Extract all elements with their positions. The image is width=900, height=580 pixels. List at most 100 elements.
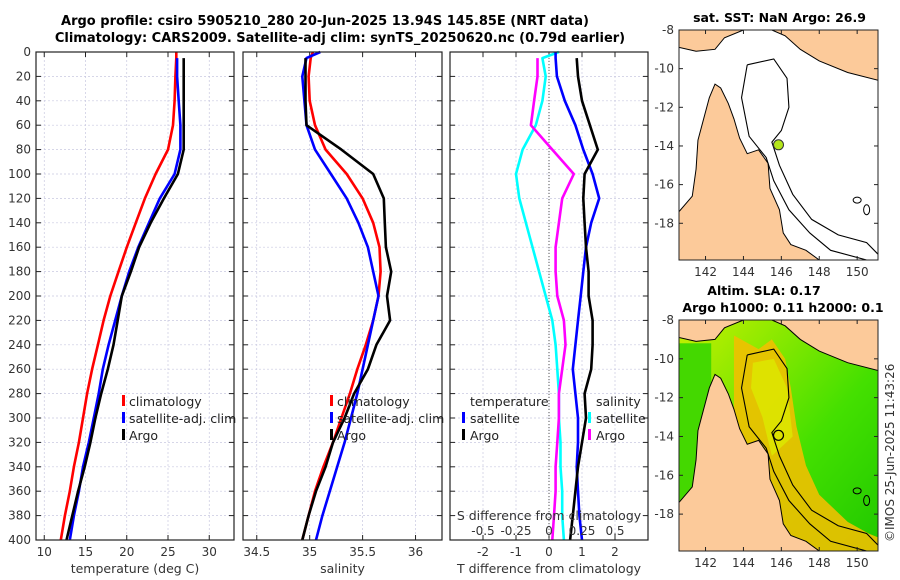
lat-tick-label: -10 [654, 62, 674, 76]
lat-tick-label: -18 [654, 507, 674, 521]
lon-tick-label: 146 [770, 556, 793, 570]
x-tick-label: -2 [477, 545, 489, 559]
series-line-temperature-argo [529, 58, 576, 541]
legend-label: satellite [596, 411, 646, 426]
lat-tick-label: -18 [654, 216, 674, 230]
y-tick-label: 360 [8, 484, 31, 498]
island [863, 495, 871, 507]
x-tick-label: 2 [611, 545, 619, 559]
legend-label: Argo [337, 428, 366, 443]
series-line-argo [65, 58, 185, 541]
figure-title-line2: Climatology: CARS2009. Satellite-adj cli… [54, 31, 626, 46]
x-tick-label: 0 [545, 545, 553, 559]
y-tick-label: 160 [8, 240, 31, 254]
lon-tick-label: 148 [808, 556, 831, 570]
land-png [679, 320, 878, 371]
bathymetry-contour [740, 64, 867, 260]
axes-frame [449, 51, 649, 541]
sla-map-panel: 142 144 146 148 150 -8 -10 -12 -14 -16 -18 Altim. S… [654, 283, 883, 570]
axes-frame [35, 51, 235, 541]
bathymetry-contour [747, 58, 878, 255]
lon-tick-label: 150 [846, 556, 869, 570]
y-tick-label: 20 [16, 69, 31, 83]
s-tick-label: 0 [545, 524, 553, 538]
lat-tick-label: -14 [654, 429, 674, 443]
map-title: sat. SST: NaN Argo: 26.9 [693, 10, 866, 25]
y-tick-label: 80 [16, 143, 31, 157]
y-tick-label: 100 [8, 167, 31, 181]
lat-tick-label: -12 [654, 100, 674, 114]
y-tick-label: 140 [8, 216, 31, 230]
y-tick-label: 280 [8, 387, 31, 401]
y-tick-label: 40 [16, 94, 31, 108]
map-frame [678, 29, 879, 261]
x-axis-label: T difference from climatology [456, 561, 642, 576]
lat-tick-label: -14 [654, 139, 674, 153]
lon-tick-label: 146 [770, 265, 793, 279]
y-tick-label: 200 [8, 289, 31, 303]
legend-header-salinity: salinity [596, 394, 641, 409]
lat-tick-label: -10 [654, 352, 674, 366]
legend-swatch [330, 429, 333, 440]
x-tick-label: 30 [202, 545, 217, 559]
legend-label: Argo [470, 428, 499, 443]
salinity-profile-panel: 34.5 35 35.5 36 salinity climatology satellite… [242, 50, 444, 576]
y-tick-label: 60 [16, 118, 31, 132]
y-tick-label: 220 [8, 313, 31, 327]
land-australia [679, 373, 821, 551]
series-line-climatology [59, 52, 178, 541]
lon-tick-label: 142 [694, 556, 717, 570]
legend-label: satellite-adj. clim [337, 411, 444, 426]
legend-label: climatology [129, 394, 202, 409]
map-title-line2: Argo h1000: 0.11 h2000: 0.1 [682, 300, 883, 315]
x-tick-label: 34.5 [243, 545, 270, 559]
bathymetry-contour [740, 354, 867, 551]
axes-frame [242, 51, 443, 541]
legend-label: satellite-adj. clim [129, 411, 236, 426]
map-frame [678, 319, 879, 552]
lat-tick-label: -8 [662, 313, 674, 327]
x-tick-label: 35.5 [349, 545, 376, 559]
island [863, 204, 871, 216]
argo-float-marker [772, 429, 785, 441]
series-line-argo [301, 58, 393, 541]
s-tick-label: -0.25 [500, 524, 531, 538]
x-tick-label: 25 [160, 545, 175, 559]
argo-float-marker [773, 139, 784, 151]
legend-label: Argo [596, 428, 625, 443]
y-tick-label: 320 [8, 435, 31, 449]
lon-tick-label: 142 [694, 265, 717, 279]
y-tick-label: 240 [8, 338, 31, 352]
legend-swatch [588, 412, 591, 423]
x-tick-label: -1 [510, 545, 522, 559]
copyright-text: ©IMOS 25-Jun-2025 11:43:26 [883, 364, 897, 542]
s-tick-label: -0.5 [471, 524, 494, 538]
legend-swatch [122, 412, 125, 423]
y-tick-label: 400 [8, 533, 31, 547]
x-tick-label: 36 [408, 545, 423, 559]
x-axis-label: temperature (deg C) [71, 561, 200, 576]
lat-tick-label: -12 [654, 391, 674, 405]
y-tick-label: 380 [8, 509, 31, 523]
legend-swatch [588, 429, 591, 440]
legend-swatch [122, 395, 125, 406]
series-line-temperature-satellite [514, 50, 566, 541]
bathymetry-contour [747, 348, 878, 546]
x-tick-label: 10 [37, 545, 52, 559]
series-line-satellite-adj-clim [68, 58, 182, 541]
legend-swatch [330, 412, 333, 423]
y-tick-label: 300 [8, 411, 31, 425]
s-tick-label: 0.25 [569, 524, 596, 538]
legend-header-temperature: temperature [470, 394, 549, 409]
legend-label: satellite [470, 411, 520, 426]
lon-tick-label: 150 [846, 265, 869, 279]
y-tick-label: 340 [8, 460, 31, 474]
lat-tick-label: -16 [654, 468, 674, 482]
y-tick-label: 260 [8, 362, 31, 376]
legend-swatch [462, 412, 465, 423]
legend-label: climatology [337, 394, 410, 409]
x-tick-label: 35 [302, 545, 317, 559]
lat-tick-label: -8 [662, 23, 674, 37]
figure-title-line1: Argo profile: csiro 5905210_280 20-Jun-2… [61, 14, 589, 29]
s-tick-label: 0.5 [605, 524, 624, 538]
